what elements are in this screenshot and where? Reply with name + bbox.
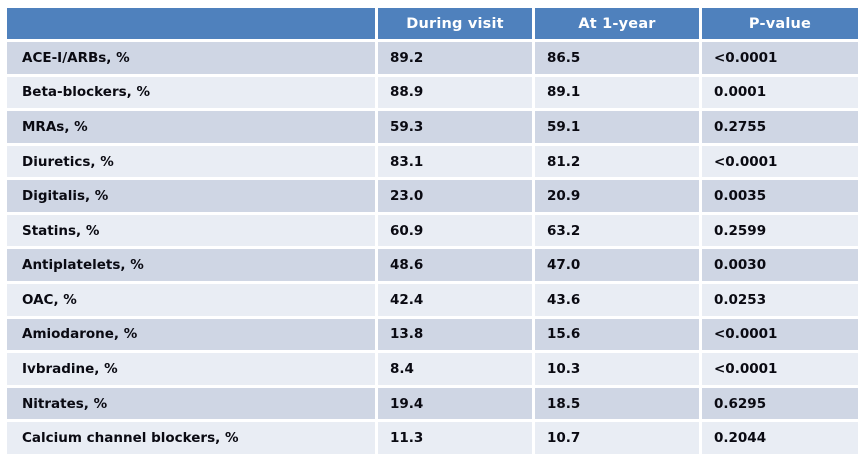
at-1-year-cell: 63.2 [535, 214, 699, 247]
table-row: Nitrates, % 19.4 18.5 0.6295 [7, 387, 858, 420]
row-label-cell: Amiodarone, % [7, 318, 375, 351]
p-value-cell: 0.2044 [702, 422, 858, 454]
during-visit-cell: 89.2 [378, 42, 532, 74]
column-header-empty [7, 8, 375, 39]
table-row: MRAs, % 59.3 59.1 0.2755 [7, 111, 858, 143]
at-1-year-cell: 81.2 [535, 145, 699, 178]
row-label-cell: Digitalis, % [7, 180, 375, 212]
during-visit-cell: 11.3 [378, 422, 532, 454]
at-1-year-cell: 20.9 [535, 180, 699, 212]
table-row: Statins, % 60.9 63.2 0.2599 [7, 214, 858, 247]
table-row: Amiodarone, % 13.8 15.6 <0.0001 [7, 318, 858, 351]
table-row: Antiplatelets, % 48.6 47.0 0.0030 [7, 249, 858, 282]
table-row: ACE-I/ARBs, % 89.2 86.5 <0.0001 [7, 42, 858, 74]
p-value-cell: 0.2599 [702, 214, 858, 247]
at-1-year-cell: 47.0 [535, 249, 699, 282]
at-1-year-cell: 18.5 [535, 387, 699, 420]
column-header-during-visit: During visit [378, 8, 532, 39]
table-row: Digitalis, % 23.0 20.9 0.0035 [7, 180, 858, 212]
p-value-cell: 0.6295 [702, 387, 858, 420]
at-1-year-cell: 89.1 [535, 76, 699, 109]
column-header-at-1-year: At 1-year [535, 8, 699, 39]
p-value-cell: <0.0001 [702, 42, 858, 74]
p-value-cell: 0.0001 [702, 76, 858, 109]
table-row: Diuretics, % 83.1 81.2 <0.0001 [7, 145, 858, 178]
during-visit-cell: 83.1 [378, 145, 532, 178]
during-visit-cell: 48.6 [378, 249, 532, 282]
row-label-cell: Statins, % [7, 214, 375, 247]
p-value-cell: 0.0030 [702, 249, 858, 282]
p-value-cell: 0.0035 [702, 180, 858, 212]
table-header-row: During visit At 1-year P-value [7, 8, 858, 39]
row-label-cell: Ivbradine, % [7, 353, 375, 385]
during-visit-cell: 60.9 [378, 214, 532, 247]
table-row: Ivbradine, % 8.4 10.3 <0.0001 [7, 353, 858, 385]
during-visit-cell: 13.8 [378, 318, 532, 351]
row-label-cell: OAC, % [7, 284, 375, 316]
row-label-cell: Antiplatelets, % [7, 249, 375, 282]
during-visit-cell: 23.0 [378, 180, 532, 212]
at-1-year-cell: 43.6 [535, 284, 699, 316]
table-row: OAC, % 42.4 43.6 0.0253 [7, 284, 858, 316]
column-header-p-value: P-value [702, 8, 858, 39]
row-label-cell: Calcium channel blockers, % [7, 422, 375, 454]
row-label-cell: Diuretics, % [7, 145, 375, 178]
at-1-year-cell: 10.3 [535, 353, 699, 385]
p-value-cell: <0.0001 [702, 318, 858, 351]
at-1-year-cell: 59.1 [535, 111, 699, 143]
p-value-cell: 0.2755 [702, 111, 858, 143]
table-row: Beta-blockers, % 88.9 89.1 0.0001 [7, 76, 858, 109]
during-visit-cell: 19.4 [378, 387, 532, 420]
row-label-cell: Nitrates, % [7, 387, 375, 420]
at-1-year-cell: 15.6 [535, 318, 699, 351]
p-value-cell: <0.0001 [702, 145, 858, 178]
p-value-cell: <0.0001 [702, 353, 858, 385]
table-row: Calcium channel blockers, % 11.3 10.7 0.204… [7, 422, 858, 454]
row-label-cell: ACE-I/ARBs, % [7, 42, 375, 74]
p-value-cell: 0.0253 [702, 284, 858, 316]
during-visit-cell: 42.4 [378, 284, 532, 316]
during-visit-cell: 59.3 [378, 111, 532, 143]
medication-table: During visit At 1-year P-value ACE-I/ARB… [7, 8, 858, 454]
at-1-year-cell: 86.5 [535, 42, 699, 74]
during-visit-cell: 88.9 [378, 76, 532, 109]
during-visit-cell: 8.4 [378, 353, 532, 385]
row-label-cell: Beta-blockers, % [7, 76, 375, 109]
at-1-year-cell: 10.7 [535, 422, 699, 454]
row-label-cell: MRAs, % [7, 111, 375, 143]
